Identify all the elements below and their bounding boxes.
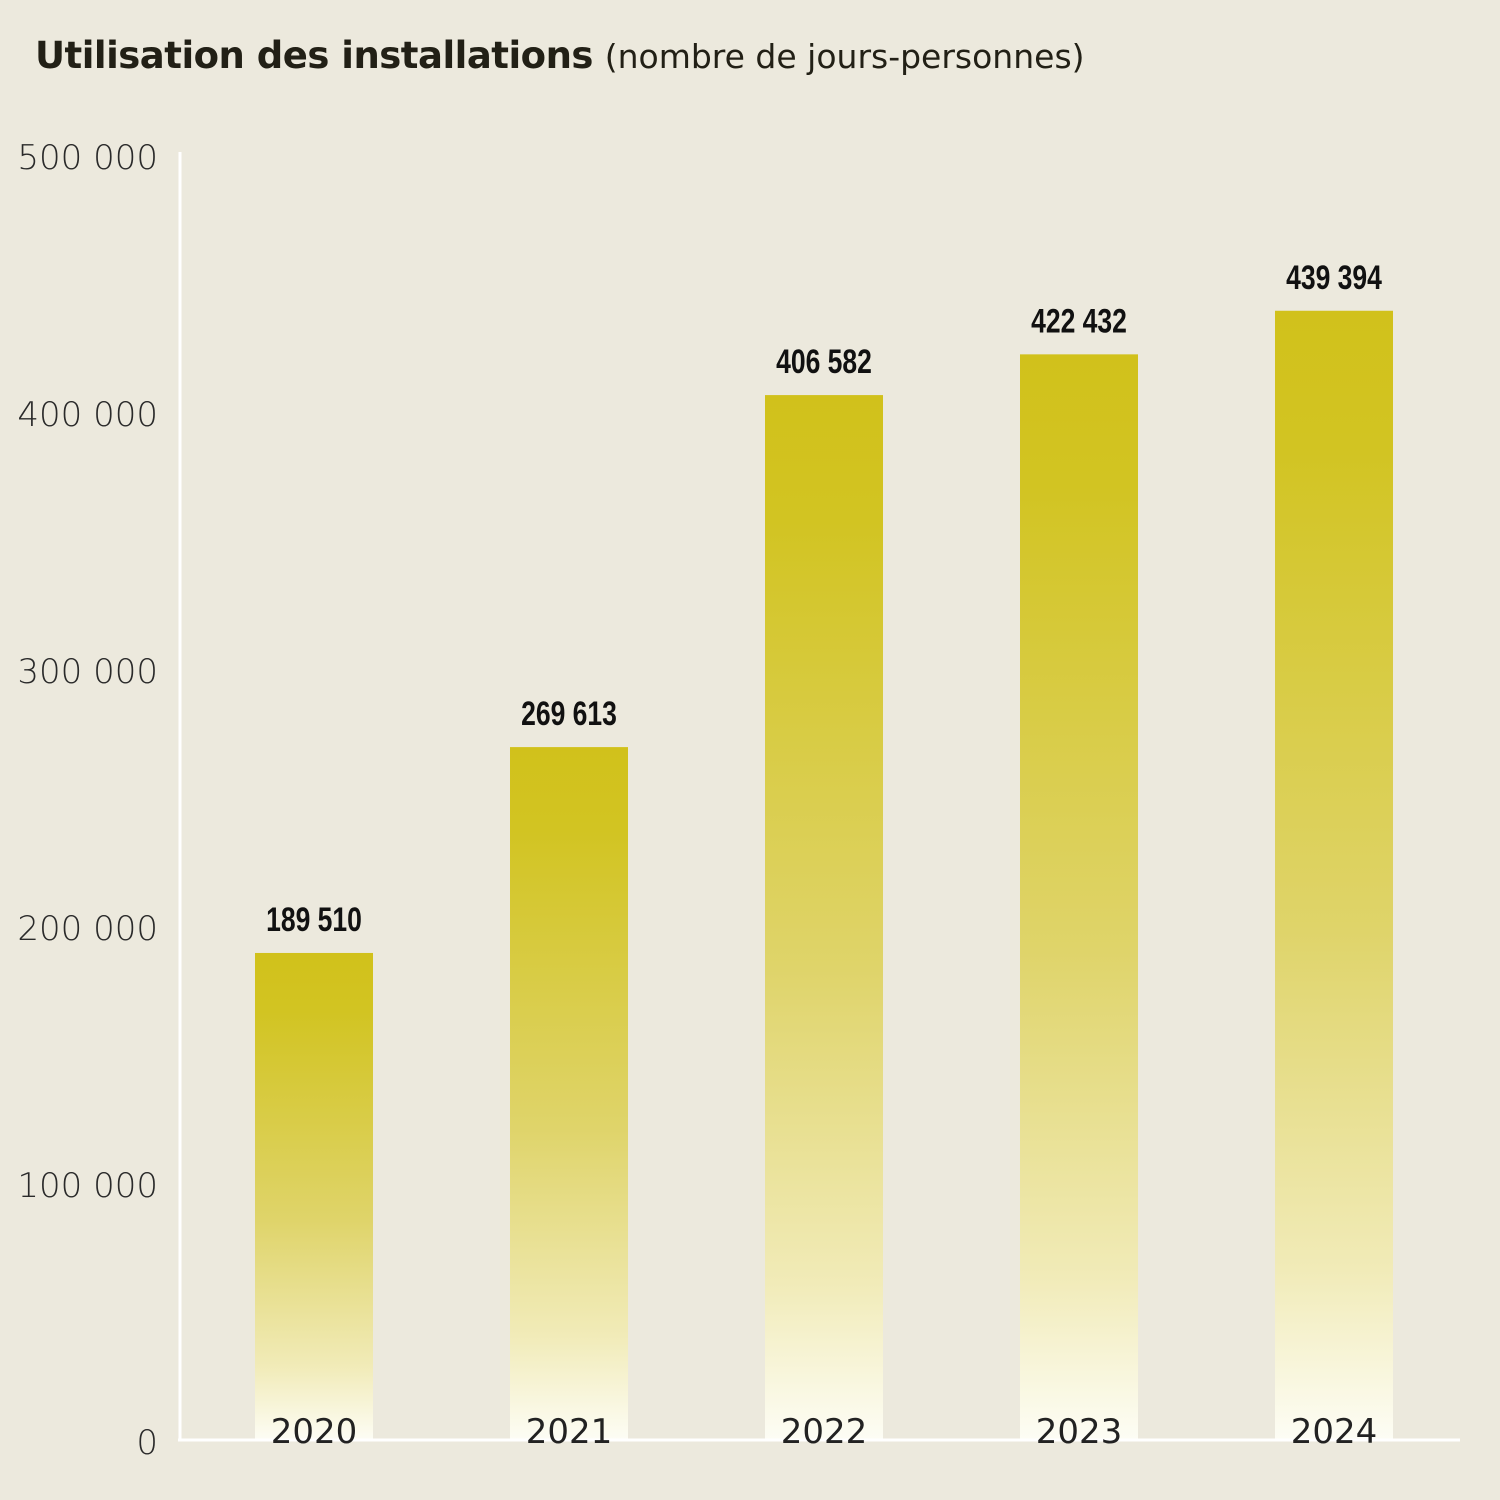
x-tick-label: 2023 bbox=[1036, 1412, 1123, 1452]
data-label: 269 613 bbox=[521, 695, 617, 733]
bar-2022 bbox=[765, 395, 883, 1441]
chart-subtitle: (nombre de jours-personnes) bbox=[604, 37, 1085, 76]
x-tick-label: 2024 bbox=[1291, 1412, 1378, 1452]
bar-2021 bbox=[510, 747, 628, 1440]
data-label: 422 432 bbox=[1031, 302, 1127, 340]
bar-2020 bbox=[255, 952, 373, 1440]
y-tick-label: 0 bbox=[136, 1423, 158, 1463]
x-tick-label: 2020 bbox=[271, 1412, 358, 1452]
x-tick-label: 2021 bbox=[526, 1412, 613, 1452]
data-label: 189 510 bbox=[266, 901, 362, 939]
x-tick-label: 2022 bbox=[781, 1412, 868, 1452]
bar-2024 bbox=[1275, 310, 1393, 1440]
data-label: 439 394 bbox=[1286, 259, 1382, 297]
y-tick-label: 200 000 bbox=[17, 909, 158, 949]
y-tick-label: 400 000 bbox=[17, 395, 158, 435]
y-tick-label: 500 000 bbox=[17, 138, 158, 178]
data-label: 406 582 bbox=[776, 343, 872, 381]
chart-title: Utilisation des installations (nombre de… bbox=[35, 34, 1085, 77]
chart-title-main: Utilisation des installations bbox=[35, 34, 593, 77]
bar-2023 bbox=[1020, 354, 1138, 1441]
y-tick-label: 300 000 bbox=[17, 652, 158, 692]
y-tick-label: 100 000 bbox=[17, 1166, 158, 1206]
